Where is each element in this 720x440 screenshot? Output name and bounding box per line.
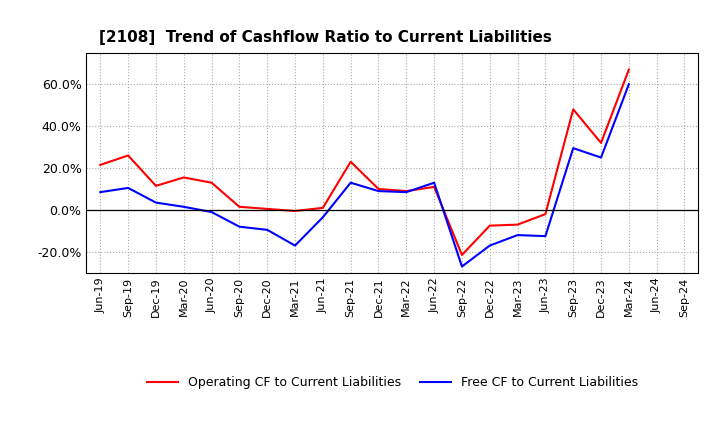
Free CF to Current Liabilities — [124, 185, 132, 191]
Operating CF to Current Liabilities — [96, 162, 104, 168]
Free CF to Current Liabilities — [179, 204, 188, 209]
Free CF to Current Liabilities — [624, 81, 633, 87]
Operating CF to Current Liabilities — [179, 175, 188, 180]
Operating CF to Current Liabilities — [346, 159, 355, 165]
Line: Free CF to Current Liabilities: Free CF to Current Liabilities — [100, 84, 629, 267]
Operating CF to Current Liabilities — [541, 212, 550, 217]
Free CF to Current Liabilities — [430, 180, 438, 185]
Operating CF to Current Liabilities — [318, 205, 327, 210]
Operating CF to Current Liabilities — [124, 153, 132, 158]
Text: [2108]  Trend of Cashflow Ratio to Current Liabilities: [2108] Trend of Cashflow Ratio to Curren… — [99, 29, 552, 45]
Free CF to Current Liabilities — [597, 155, 606, 160]
Free CF to Current Liabilities — [541, 234, 550, 239]
Legend: Operating CF to Current Liabilities, Free CF to Current Liabilities: Operating CF to Current Liabilities, Fre… — [142, 371, 643, 394]
Operating CF to Current Liabilities — [569, 107, 577, 112]
Operating CF to Current Liabilities — [597, 140, 606, 146]
Operating CF to Current Liabilities — [152, 183, 161, 188]
Operating CF to Current Liabilities — [291, 209, 300, 214]
Free CF to Current Liabilities — [291, 243, 300, 248]
Free CF to Current Liabilities — [318, 215, 327, 220]
Operating CF to Current Liabilities — [402, 188, 410, 194]
Operating CF to Current Liabilities — [207, 180, 216, 185]
Free CF to Current Liabilities — [235, 224, 243, 229]
Operating CF to Current Liabilities — [513, 222, 522, 227]
Free CF to Current Liabilities — [569, 146, 577, 151]
Free CF to Current Liabilities — [402, 190, 410, 195]
Free CF to Current Liabilities — [263, 227, 271, 232]
Operating CF to Current Liabilities — [430, 184, 438, 190]
Free CF to Current Liabilities — [374, 188, 383, 194]
Free CF to Current Liabilities — [513, 232, 522, 238]
Free CF to Current Liabilities — [152, 200, 161, 205]
Free CF to Current Liabilities — [96, 190, 104, 195]
Free CF to Current Liabilities — [346, 180, 355, 185]
Line: Operating CF to Current Liabilities: Operating CF to Current Liabilities — [100, 70, 629, 255]
Free CF to Current Liabilities — [458, 264, 467, 269]
Operating CF to Current Liabilities — [235, 204, 243, 209]
Operating CF to Current Liabilities — [374, 187, 383, 192]
Operating CF to Current Liabilities — [263, 206, 271, 212]
Free CF to Current Liabilities — [207, 209, 216, 215]
Operating CF to Current Liabilities — [624, 67, 633, 72]
Operating CF to Current Liabilities — [485, 223, 494, 228]
Operating CF to Current Liabilities — [458, 253, 467, 258]
Free CF to Current Liabilities — [485, 243, 494, 248]
